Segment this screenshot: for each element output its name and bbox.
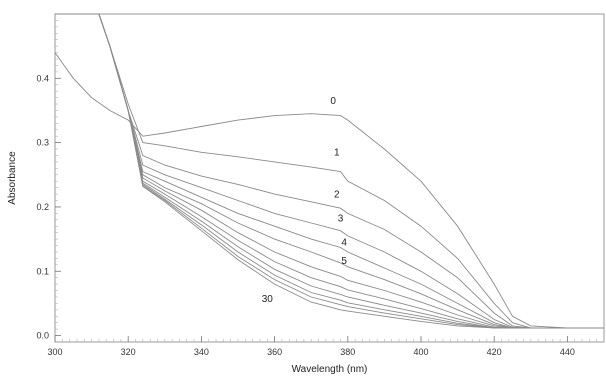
absorbance-curve-0 <box>54 52 604 329</box>
absorbance-curves <box>54 13 604 329</box>
y-tick-label: 0.2 <box>36 202 49 212</box>
x-tick-label: 400 <box>413 347 428 357</box>
curve-label-2: 2 <box>334 189 340 200</box>
x-tick-label: 340 <box>194 347 209 357</box>
y-axis-label: Absorbance <box>7 151 18 205</box>
x-tick-label: 420 <box>487 347 502 357</box>
curve-label-5: 5 <box>341 256 347 267</box>
curve-labels: 0 1 2 3 4 5 30 <box>262 96 348 305</box>
y-tick-label: 0.1 <box>36 266 49 276</box>
x-tick-label: 320 <box>121 347 136 357</box>
y-axis-ticks: 0.0 0.1 0.2 0.3 0.4 <box>36 73 61 341</box>
curve-label-3: 3 <box>338 214 344 225</box>
y-tick-label: 0.0 <box>36 331 49 341</box>
curve-label-1: 1 <box>334 147 340 158</box>
plot-area <box>54 13 605 343</box>
y-tick-label: 0.3 <box>36 138 49 148</box>
x-tick-label: 380 <box>340 347 355 357</box>
curve-label-30: 30 <box>262 294 274 305</box>
curve-label-0: 0 <box>330 96 336 107</box>
curve-label-4: 4 <box>341 238 347 249</box>
y-tick-label: 0.4 <box>36 73 49 83</box>
absorbance-curve-30 <box>55 13 604 329</box>
x-tick-label: 440 <box>560 347 575 357</box>
x-tick-label: 360 <box>267 347 282 357</box>
x-axis-ticks: 300 320 340 360 380 400 420 440 <box>47 336 575 357</box>
x-tick-label: 300 <box>47 347 62 357</box>
absorbance-curve-1 <box>55 13 604 329</box>
x-axis-label: Wavelength (nm) <box>292 364 368 375</box>
